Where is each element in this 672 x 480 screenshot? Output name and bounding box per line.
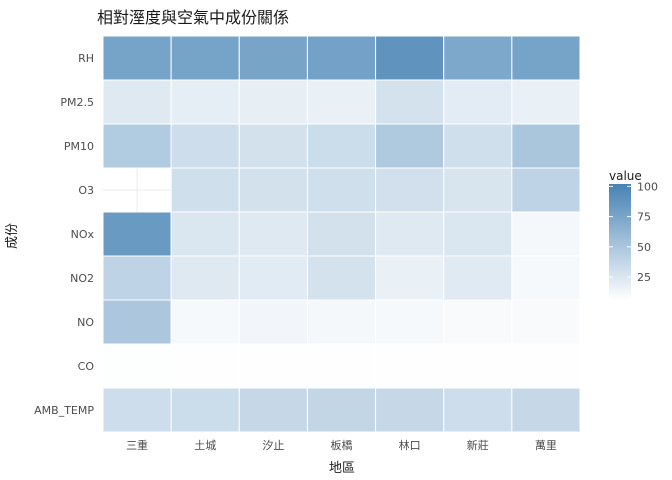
heatmap-cell [375, 123, 445, 169]
x-axis-title: 地區 [329, 461, 355, 476]
heatmap-cell [102, 299, 172, 345]
y-tick-label: CO [78, 360, 95, 373]
heatmap-cell [238, 299, 308, 345]
heatmap-cell [306, 123, 377, 169]
heatmap-cell [375, 343, 445, 389]
heatmap-cell [443, 79, 513, 125]
legend-title: value [609, 169, 642, 183]
heatmap-cell [511, 123, 581, 169]
heatmap-cell [170, 299, 240, 345]
x-tick-label: 新莊 [467, 438, 489, 452]
heatmap-cell [511, 35, 581, 81]
x-tick-labels: 三重 土城 汐止 板橋 林口 新莊 萬里 [126, 438, 557, 452]
heatmap-cell [443, 211, 513, 257]
x-tick-label: 三重 [126, 438, 148, 452]
y-tick-label: PM10 [64, 140, 94, 153]
legend-tick-label: 75 [637, 211, 651, 224]
heatmap-cell [443, 123, 513, 169]
heatmap-cell [443, 299, 513, 345]
heatmap-cell [375, 255, 445, 301]
heatmap-cell [443, 167, 513, 213]
heatmap-cell [306, 343, 377, 389]
x-tick-label: 汐止 [262, 438, 284, 452]
y-axis-title: 成份 [5, 223, 20, 249]
heatmap-cell [170, 79, 240, 125]
y-tick-label: NOx [71, 228, 95, 241]
heatmap-cell [375, 299, 445, 345]
heatmap-cell [238, 387, 308, 433]
heatmap-cell [238, 79, 308, 125]
heatmap-cell [102, 79, 172, 125]
heatmap-cell [306, 167, 377, 213]
heatmap-cell [375, 35, 445, 81]
heatmap-cell [238, 255, 308, 301]
heatmap-cell [443, 255, 513, 301]
heatmap-cell [443, 343, 513, 389]
y-tick-label: NO2 [70, 272, 94, 285]
heatmap-cell [375, 79, 445, 125]
y-tick-label: AMB_TEMP [34, 404, 94, 417]
heatmap-cell [102, 123, 172, 169]
heatmap-cell [102, 255, 172, 301]
heatmap-cell [511, 387, 581, 433]
heatmap-cell [375, 167, 445, 213]
x-tick-label: 林口 [399, 438, 421, 452]
heatmap-cell [238, 167, 308, 213]
heatmap-cell [170, 167, 240, 213]
heatmap-cell [375, 387, 445, 433]
heatmap-cell [443, 35, 513, 81]
heatmap-cell [170, 387, 240, 433]
heatmap-cell [238, 343, 308, 389]
heatmap-cell [306, 299, 377, 345]
heatmap-cell [375, 211, 445, 257]
y-tick-label: PM2.5 [60, 96, 94, 109]
heatmap-cell [306, 79, 377, 125]
heatmap-cell [170, 211, 240, 257]
heatmap-cell [511, 299, 581, 345]
color-legend: value 25 50 75 100 [609, 169, 658, 300]
heatmap-cell [511, 343, 581, 389]
heatmap-cell [511, 79, 581, 125]
heatmap-cell [306, 211, 377, 257]
heatmap-cell [238, 211, 308, 257]
heatmap-cell [102, 211, 172, 257]
heatmap-cell [238, 123, 308, 169]
heatmap-cell [511, 167, 581, 213]
heatmap-cell [306, 387, 377, 433]
heatmap-cell [238, 35, 308, 81]
x-tick-label: 土城 [194, 439, 216, 452]
heatmap-cell [102, 35, 172, 81]
legend-tick-label: 25 [637, 271, 651, 284]
heatmap-cell [306, 35, 377, 81]
heatmap-cells [102, 35, 581, 433]
heatmap-cell [511, 255, 581, 301]
x-tick-label: 板橋 [331, 438, 353, 452]
heatmap-cell [170, 343, 240, 389]
heatmap-cell [170, 35, 240, 81]
chart-title: 相對溼度與空氣中成份關係 [97, 8, 289, 27]
legend-tick-label: 100 [637, 180, 658, 193]
heatmap-cell [443, 387, 513, 433]
y-tick-labels: RH PM2.5 PM10 O3 NOx NO2 NO CO AMB_TEMP [34, 52, 94, 417]
x-tick-label: 萬里 [535, 439, 557, 452]
heatmap-cell [102, 343, 172, 389]
heatmap-cell [511, 211, 581, 257]
heatmap-cell [170, 123, 240, 169]
heatmap-cell [170, 255, 240, 301]
legend-colorbar [609, 184, 631, 300]
y-tick-label: RH [78, 52, 94, 65]
heatmap-cell [306, 255, 377, 301]
legend-tick-label: 50 [637, 241, 651, 254]
y-tick-label: O3 [78, 184, 94, 197]
heatmap-cell [102, 387, 172, 433]
y-tick-label: NO [77, 316, 94, 329]
